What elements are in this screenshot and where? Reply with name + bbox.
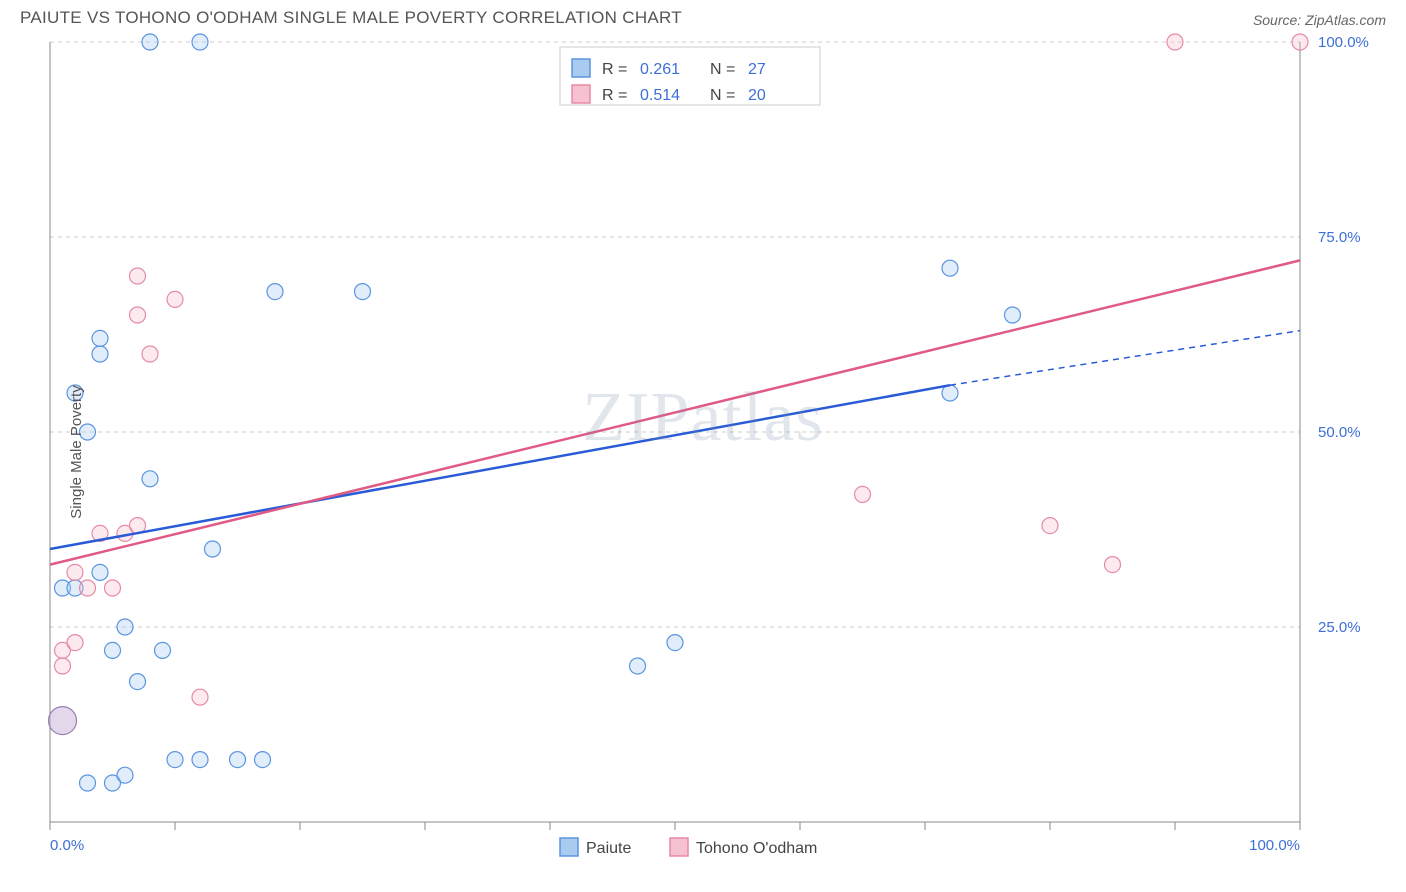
svg-text:Tohono O'odham: Tohono O'odham <box>696 840 817 857</box>
svg-text:R =: R = <box>602 61 627 78</box>
svg-text:N =: N = <box>710 87 735 104</box>
svg-text:0.261: 0.261 <box>640 61 680 78</box>
svg-text:25.0%: 25.0% <box>1318 619 1361 636</box>
source-label: Source: ZipAtlas.com <box>1253 12 1386 28</box>
svg-text:R =: R = <box>602 87 627 104</box>
chart-area: Single Male Poverty ZIPatlas 25.0%50.0%7… <box>0 32 1406 872</box>
svg-text:0.514: 0.514 <box>640 87 680 104</box>
svg-text:Paiute: Paiute <box>586 840 631 857</box>
chart-title: PAIUTE VS TOHONO O'ODHAM SINGLE MALE POV… <box>20 8 682 28</box>
svg-text:75.0%: 75.0% <box>1318 229 1361 246</box>
y-axis-label: Single Male Poverty <box>68 385 85 518</box>
svg-text:N =: N = <box>710 61 735 78</box>
svg-text:27: 27 <box>748 61 766 78</box>
svg-text:50.0%: 50.0% <box>1318 424 1361 441</box>
scatter-chart: 25.0% 50.0% 75.0% 100.0% 0.0% 100.0% R = 0.261 N… <box>0 32 1406 872</box>
svg-text:20: 20 <box>748 87 766 104</box>
chart-header: PAIUTE VS TOHONO O'ODHAM SINGLE MALE POV… <box>0 0 1406 32</box>
svg-text:0.0%: 0.0% <box>50 837 84 854</box>
svg-text:100.0%: 100.0% <box>1249 837 1300 854</box>
svg-text:100.0%: 100.0% <box>1318 34 1369 51</box>
